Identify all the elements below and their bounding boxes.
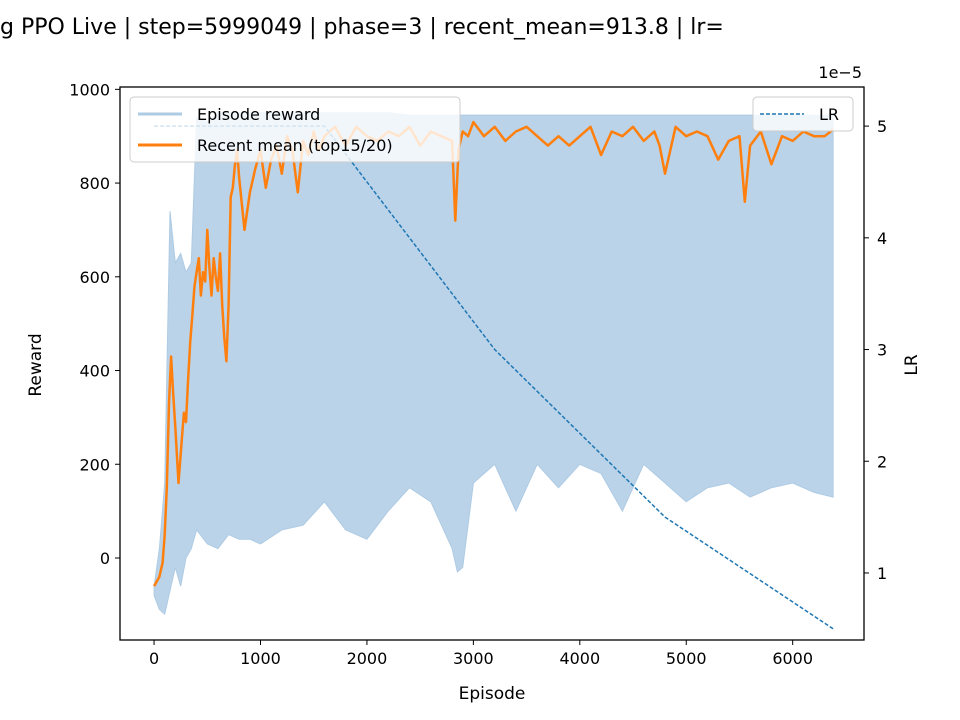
y-tick-label: 400 [79,362,110,381]
episode-reward-series [153,112,834,616]
plot-frame [119,86,865,641]
x-tick-label: 1000 [240,649,281,668]
x-tick-label: 5000 [666,649,707,668]
y2-tick-label: 1 [877,564,887,583]
y-tick-label: 200 [79,455,110,474]
legend-episode-reward-label: Episode reward [197,105,320,124]
legend-left: Episode reward Recent mean (top15/20) [129,96,461,163]
legend-recent-mean-label: Recent mean (top15/20) [197,136,393,155]
x-axis-label: Episode [459,684,526,704]
y-axis-right: 1 2 3 4 5 [864,117,887,583]
y2-tick-label: 4 [877,229,887,248]
legend-lr-label: LR [819,105,839,124]
x-axis: 0 1000 2000 3000 4000 5000 6000 [149,640,813,668]
y2-tick-label: 2 [877,452,887,471]
y-tick-label: 1000 [69,80,110,99]
x-tick-label: 0 [149,649,159,668]
legend-right: LR [752,96,854,132]
y-axis-left: 0 200 400 600 800 1000 [69,80,120,568]
y2-tick-label: 3 [877,341,887,360]
episode-reward-band [153,112,834,616]
x-tick-label: 6000 [772,649,813,668]
y-axis-label: Reward [26,333,46,396]
y-tick-label: 800 [79,174,110,193]
x-tick-label: 4000 [559,649,600,668]
x-tick-label: 3000 [453,649,494,668]
y2-tick-label: 5 [877,117,887,136]
y-tick-label: 0 [100,549,110,568]
x-tick-label: 2000 [347,649,388,668]
legend-left-box [129,96,461,163]
y2-axis-label: LR [902,354,922,375]
y2-multiplier-label: 1e−5 [818,63,862,82]
y-tick-label: 600 [79,268,110,287]
chart-title: g PPO Live | step=5999049 | phase=3 | re… [0,15,724,40]
